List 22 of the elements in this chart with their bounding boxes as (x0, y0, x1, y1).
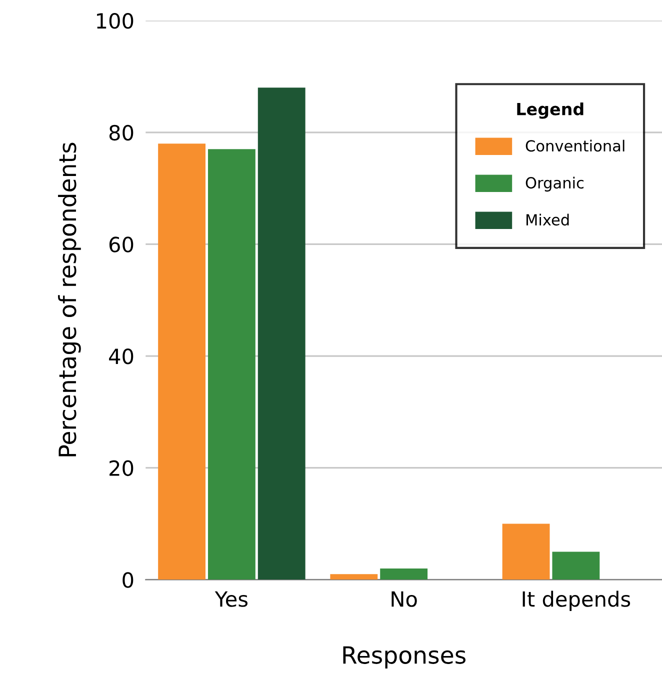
legend-title: Legend (517, 102, 584, 119)
y-axis-title: Percentage of respondents (58, 142, 81, 456)
x-axis-title: Responses (343, 646, 466, 669)
y-tick-label: 80 (109, 124, 134, 141)
y-tick-label: 40 (109, 348, 134, 364)
bar (502, 524, 550, 580)
bar (330, 574, 378, 580)
bar (158, 144, 206, 580)
y-tick-label: 0 (122, 572, 134, 588)
y-tick-label: 100 (97, 13, 134, 29)
x-tick-label: It depends (522, 590, 630, 611)
legend-label: Organic (526, 176, 584, 192)
y-tick-label: 60 (109, 236, 134, 252)
x-tick-label: No (392, 591, 417, 607)
bar (208, 149, 256, 580)
bar (552, 552, 600, 580)
x-tick-label: Yes (214, 591, 248, 607)
legend-label: Conventional (526, 140, 624, 152)
bar (258, 88, 306, 580)
y-tick-label: 20 (110, 460, 134, 476)
bar (380, 568, 428, 580)
legend-label: Mixed (526, 214, 569, 226)
